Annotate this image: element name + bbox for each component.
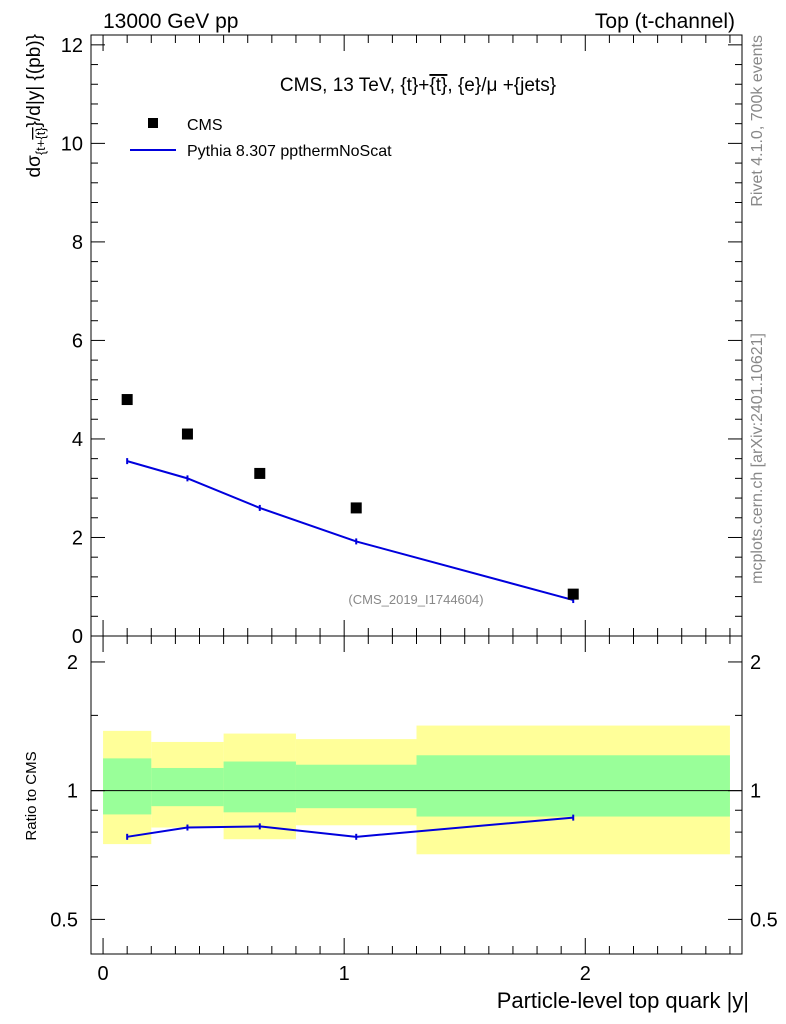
ratio-x-ticks: 0 1 2 xyxy=(97,636,731,985)
ratio-ytick-label-right: 1 xyxy=(750,781,761,803)
legend-mc-label: Pythia 8.307 ppthermNoScat xyxy=(187,143,392,160)
header-right-text: Top (t-channel) xyxy=(595,10,735,33)
ratio-ytick-label-left: 1 xyxy=(67,781,78,803)
main-ytick-label: 6 xyxy=(72,330,83,352)
main-ytick-label: 12 xyxy=(61,35,83,57)
ratio-band-inner xyxy=(151,767,224,807)
ratio-band-inner xyxy=(223,761,296,813)
cms-data-point xyxy=(254,467,266,479)
rivet-version-text: Rivet 4.1.0, 700k events xyxy=(749,35,766,207)
main-ytick-label: 2 xyxy=(72,527,83,549)
ratio-band-inner xyxy=(103,758,152,815)
ratio-ylabel: Ratio to CMS xyxy=(23,751,40,840)
main-ylabel: dσ{t+{t}}/d|y| {(pb)} xyxy=(24,34,48,177)
ylabel-rest: }/d|y| {(pb)} xyxy=(24,34,45,127)
main-ytick-label: 4 xyxy=(72,429,83,451)
main-y-ticks: 0 2 4 6 8 10 12 xyxy=(61,35,742,648)
main-title-pre: CMS, 13 TeV, {t}+ xyxy=(280,75,429,96)
main-x-ticks xyxy=(102,35,731,636)
main-panel: CMS, 13 TeV, {t}+{t}, {e}/μ +{jets} dσ{t… xyxy=(24,34,743,648)
main-title: CMS, 13 TeV, {t}+{t}, {e}/μ +{jets} xyxy=(280,75,556,96)
ratio-ytick-label-right: 2 xyxy=(750,652,761,674)
ratio-xtick-label: 2 xyxy=(580,963,591,985)
legend-cms-label: CMS xyxy=(187,117,223,134)
cms-data-point xyxy=(181,428,193,440)
legend-cms-marker xyxy=(148,118,158,128)
main-ytick-label: 8 xyxy=(72,232,83,254)
ratio-panel: 0.5 0.5 1 1 2 2 0 1 2 Ratio to CMS Particle-lev… xyxy=(23,635,778,1013)
x-axis-label: Particle-level top quark |y| xyxy=(497,988,749,1013)
ratio-band-inner xyxy=(416,755,730,817)
ratio-xtick-label: 1 xyxy=(339,963,350,985)
analysis-watermark: (CMS_2019_I1744604) xyxy=(348,592,483,607)
ratio-ytick-label-left: 2 xyxy=(67,652,78,674)
ratio-xtick-label: 0 xyxy=(97,963,108,985)
ratio-frame xyxy=(90,635,743,955)
mcplots-url-text: mcplots.cern.ch [arXiv:2401.10621] xyxy=(749,333,766,584)
cms-data-point xyxy=(350,502,362,514)
ratio-ytick-label-right: 0.5 xyxy=(750,909,778,931)
mc-line xyxy=(126,460,574,602)
ylabel-sigma: σ xyxy=(24,155,45,167)
ratio-ytick-label-left: 0.5 xyxy=(50,909,78,931)
cms-data-point xyxy=(567,588,579,600)
ylabel-d: d xyxy=(24,167,45,178)
header-left-text: 13000 GeV pp xyxy=(103,10,238,33)
ratio-y-ticks: 0.5 0.5 1 1 2 2 xyxy=(50,652,778,931)
ratio-band-inner xyxy=(295,764,417,809)
main-series xyxy=(121,394,579,604)
cms-data-point xyxy=(121,394,133,406)
ratio-series xyxy=(126,814,575,840)
ratio-uncertainty-bands xyxy=(103,725,730,855)
main-ytick-label: 0 xyxy=(72,626,83,648)
main-title-post: , {e}/μ +{jets} xyxy=(447,75,556,96)
main-title-bar: {t} xyxy=(429,75,447,96)
ylabel-sub-bar: {t} xyxy=(33,127,48,140)
ylabel-sub: {t+ xyxy=(33,140,48,156)
main-ytick-label: 10 xyxy=(61,133,83,155)
